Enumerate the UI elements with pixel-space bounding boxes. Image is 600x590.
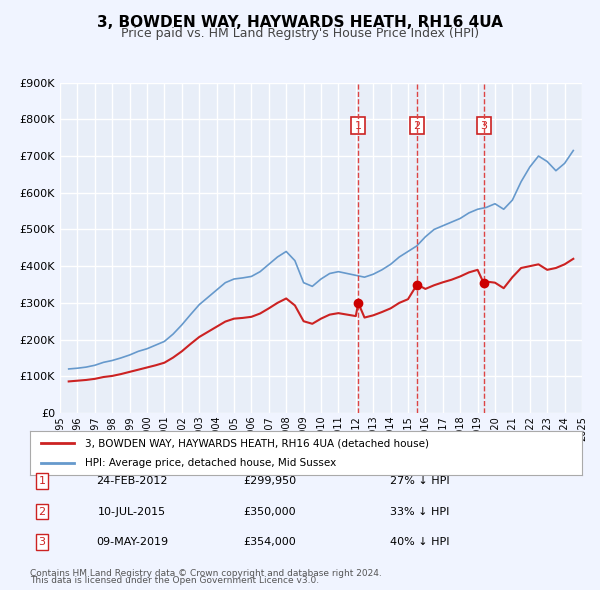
Text: 33% ↓ HPI: 33% ↓ HPI bbox=[390, 507, 449, 516]
Text: Contains HM Land Registry data © Crown copyright and database right 2024.: Contains HM Land Registry data © Crown c… bbox=[30, 569, 382, 578]
Text: 10-JUL-2015: 10-JUL-2015 bbox=[98, 507, 166, 516]
Text: 3: 3 bbox=[480, 120, 487, 130]
Text: 24-FEB-2012: 24-FEB-2012 bbox=[96, 476, 168, 486]
Text: 27% ↓ HPI: 27% ↓ HPI bbox=[390, 476, 449, 486]
Text: Price paid vs. HM Land Registry's House Price Index (HPI): Price paid vs. HM Land Registry's House … bbox=[121, 27, 479, 40]
Text: £354,000: £354,000 bbox=[244, 537, 296, 547]
Text: 09-MAY-2019: 09-MAY-2019 bbox=[96, 537, 168, 547]
Text: HPI: Average price, detached house, Mid Sussex: HPI: Average price, detached house, Mid … bbox=[85, 458, 337, 467]
Text: £350,000: £350,000 bbox=[244, 507, 296, 516]
Text: 40% ↓ HPI: 40% ↓ HPI bbox=[390, 537, 449, 547]
Text: 1: 1 bbox=[355, 120, 362, 130]
Text: This data is licensed under the Open Government Licence v3.0.: This data is licensed under the Open Gov… bbox=[30, 576, 319, 585]
Text: 3, BOWDEN WAY, HAYWARDS HEATH, RH16 4UA: 3, BOWDEN WAY, HAYWARDS HEATH, RH16 4UA bbox=[97, 15, 503, 30]
Text: £299,950: £299,950 bbox=[244, 476, 296, 486]
Text: 3: 3 bbox=[38, 537, 46, 547]
Text: 3, BOWDEN WAY, HAYWARDS HEATH, RH16 4UA (detached house): 3, BOWDEN WAY, HAYWARDS HEATH, RH16 4UA … bbox=[85, 438, 429, 448]
Text: 2: 2 bbox=[413, 120, 421, 130]
Text: 2: 2 bbox=[38, 507, 46, 516]
Text: 1: 1 bbox=[38, 476, 46, 486]
